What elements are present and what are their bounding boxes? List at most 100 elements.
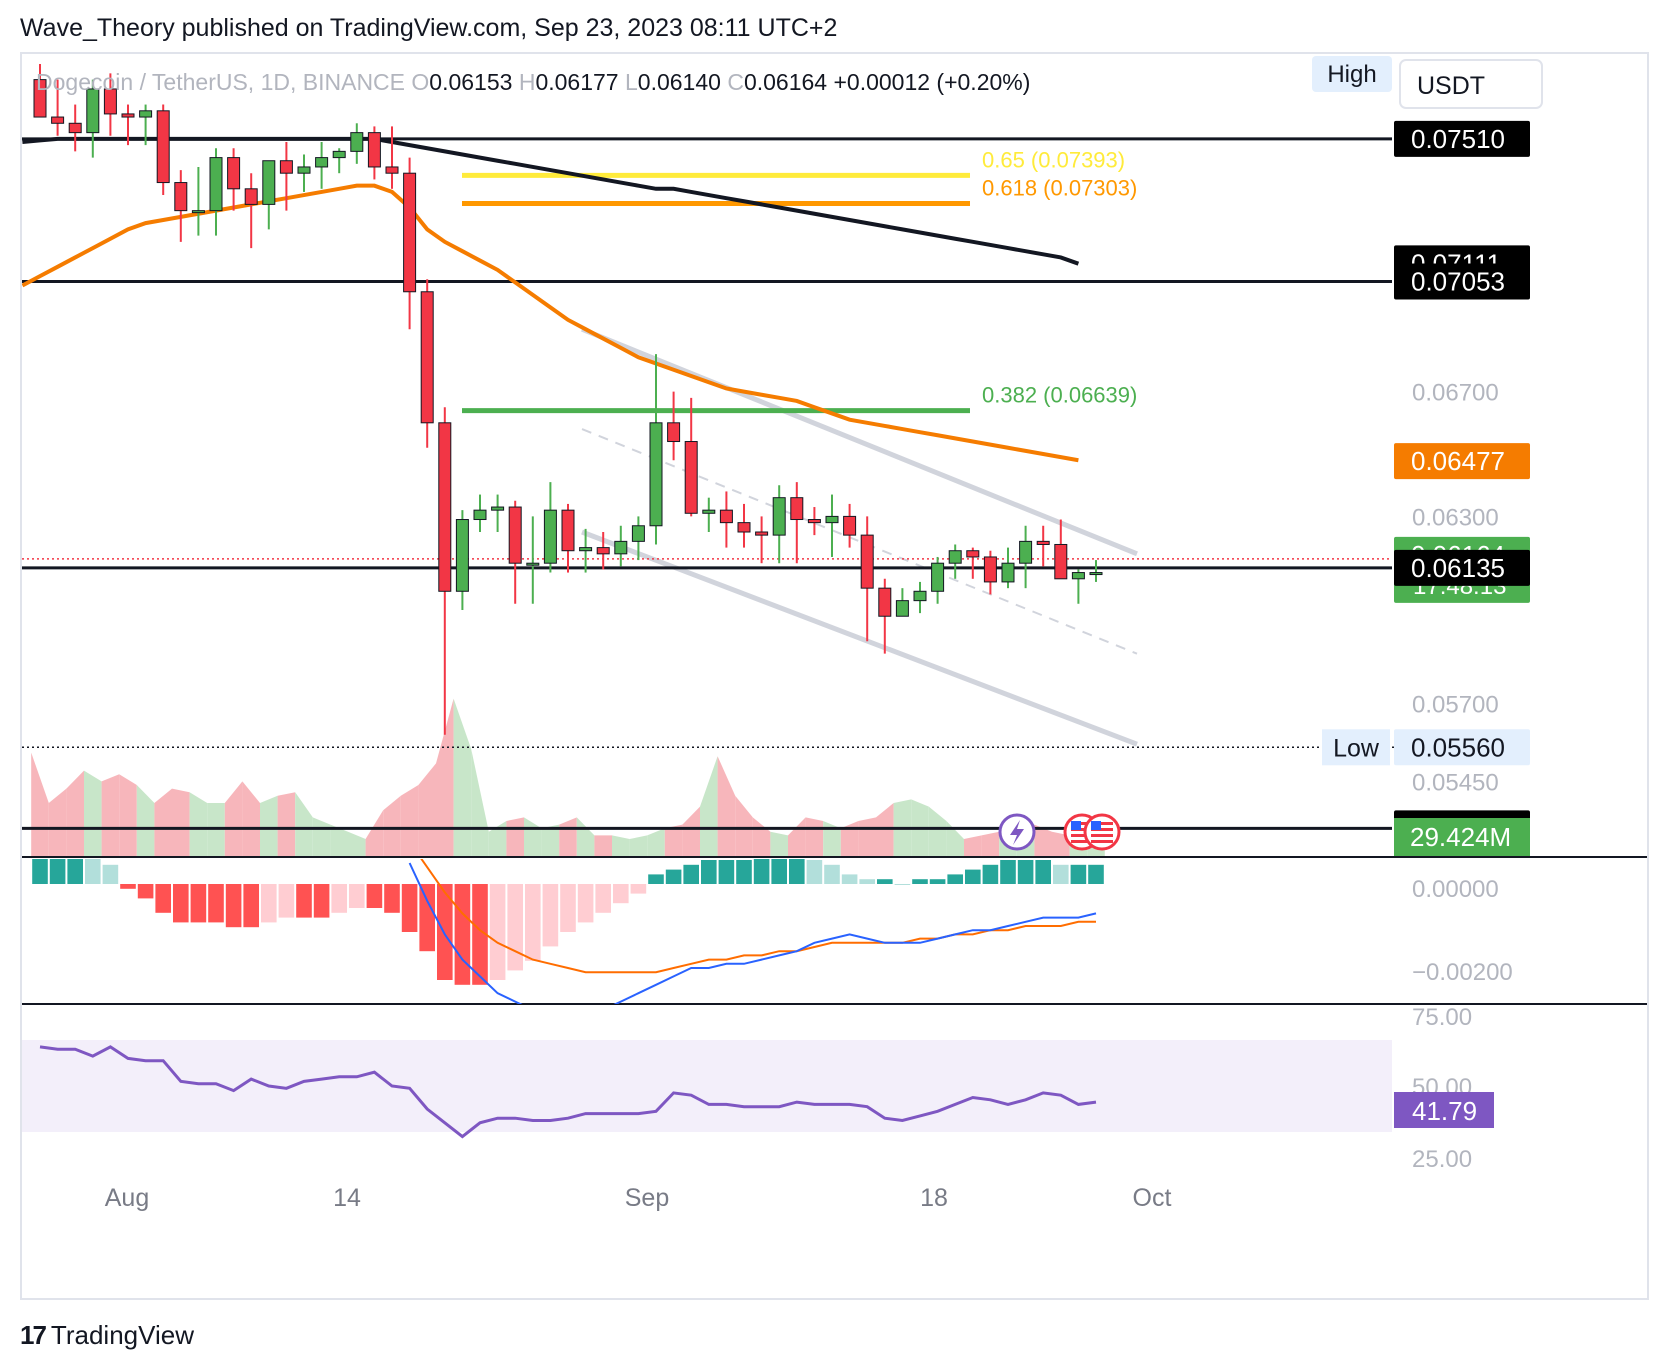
chart-canvas[interactable]: 0.65 (0.07393) 0.618 (0.07303) 0.382 (0.06… <box>22 54 1647 1298</box>
macd-histogram-bar <box>437 884 453 980</box>
volume-area <box>66 770 84 857</box>
lightning-icon[interactable] <box>998 813 1036 851</box>
flag-icon-stripe <box>1091 834 1113 837</box>
candle-body <box>948 550 962 564</box>
candle-body <box>1071 572 1085 580</box>
macd-histogram-bar <box>243 884 259 928</box>
candle-body <box>103 88 117 115</box>
macd-histogram-bar <box>1000 860 1016 884</box>
volume-area <box>453 698 472 857</box>
price-axis-label: 0.06135 <box>1411 553 1505 583</box>
candle-body <box>1019 540 1033 564</box>
flag-icon-stripe <box>1071 840 1093 843</box>
macd-histogram-bar <box>331 884 347 913</box>
legend-o-label: O <box>411 69 429 95</box>
price-axis-label-box <box>1394 729 1530 766</box>
volume-last-label-box <box>1394 818 1530 856</box>
flag-icon-stripe <box>1091 822 1113 825</box>
macd-histogram-bar <box>929 879 946 884</box>
volume-area <box>876 803 894 857</box>
volume-area <box>488 821 507 857</box>
candle-body <box>491 506 505 511</box>
currency-button[interactable]: USDT <box>1417 72 1485 100</box>
candle-body <box>156 110 170 184</box>
macd-histogram-bar <box>489 884 506 980</box>
macd-histogram-bar <box>965 869 981 884</box>
macd-histogram-bar <box>296 884 312 918</box>
macd-histogram-bar <box>419 884 435 952</box>
macd-histogram-bar <box>225 884 242 928</box>
macd-histogram-bar <box>560 884 576 932</box>
volume-area <box>752 817 771 857</box>
volume-last-label: 29.424M <box>1410 822 1511 852</box>
candle-body <box>614 540 628 555</box>
flag-icon-circle <box>1083 813 1121 851</box>
macd-histogram-bar <box>278 884 295 918</box>
time-axis-tick: 14 <box>333 1184 361 1212</box>
candle-body <box>174 182 188 212</box>
volume-area <box>330 824 348 857</box>
channel-mid-line <box>581 428 1138 655</box>
price-axis-tick: 25.00 <box>1412 1146 1472 1173</box>
macd-histogram-bar <box>401 884 418 932</box>
volume-area <box>383 795 401 857</box>
candle-body <box>878 587 892 617</box>
rsi-line <box>39 1045 1097 1139</box>
candle-body <box>561 509 575 552</box>
candle-body <box>983 556 997 583</box>
volume-area <box>1034 824 1052 857</box>
volume-area <box>946 821 964 857</box>
volume-area <box>312 817 331 857</box>
macd-histogram-bar <box>824 864 840 884</box>
candle-body <box>579 547 593 552</box>
price-axis-tick: 0.06700 <box>1412 380 1499 407</box>
price-axis-label-box <box>1394 263 1530 300</box>
volume-area <box>348 831 366 857</box>
price-axis-label-box <box>1394 549 1530 586</box>
macd-histogram-bar <box>190 884 207 923</box>
macd-histogram-bar <box>137 884 154 899</box>
volume-area <box>189 792 208 857</box>
candle-body <box>455 519 469 592</box>
volume-area <box>506 817 524 857</box>
candle-body <box>895 600 909 617</box>
candle-body <box>966 550 980 558</box>
macd-histogram-bar <box>32 859 48 884</box>
candle-body <box>473 509 487 521</box>
flag-icon-stripe <box>1071 834 1093 837</box>
volume-area <box>735 795 753 857</box>
macd-histogram-bar <box>683 864 699 884</box>
volume-area <box>840 821 859 857</box>
candle-body <box>191 210 205 214</box>
volume-area <box>436 698 454 857</box>
macd-histogram-bar <box>595 884 611 913</box>
candle-body <box>297 166 311 174</box>
low-tag-label: Low <box>1333 734 1380 762</box>
candle-body <box>931 562 945 592</box>
candle-body <box>332 150 346 159</box>
chart-frame[interactable]: 0.65 (0.07393) 0.618 (0.07303) 0.382 (0.06… <box>20 52 1649 1300</box>
volume-area <box>277 792 296 857</box>
candle-body <box>279 160 293 174</box>
candle-body <box>51 116 65 124</box>
volume-area <box>664 824 683 857</box>
macd-histogram-bar <box>841 874 858 884</box>
candle-body <box>420 291 434 424</box>
candle-body <box>209 157 223 212</box>
rsi-band <box>22 1040 1392 1132</box>
candle-body <box>1054 543 1068 580</box>
candle-body <box>367 132 381 168</box>
candle-body <box>68 122 82 134</box>
legend-l-value: 0.06140 <box>638 69 728 95</box>
tradingview-logo[interactable]: 17 TradingView <box>20 1320 194 1351</box>
candle-body <box>755 531 769 536</box>
price-axis-tick: 0.06300 <box>1412 504 1499 531</box>
fib-level-label: 0.618 (0.07303) <box>982 175 1137 200</box>
macd-histogram-bar <box>85 859 101 884</box>
macd-histogram-bar <box>894 884 911 885</box>
volume-area <box>101 774 120 857</box>
us-flag-icon[interactable] <box>1083 813 1121 851</box>
candle-body <box>1089 572 1103 576</box>
volume-area <box>400 785 419 857</box>
volume-area <box>717 756 736 857</box>
